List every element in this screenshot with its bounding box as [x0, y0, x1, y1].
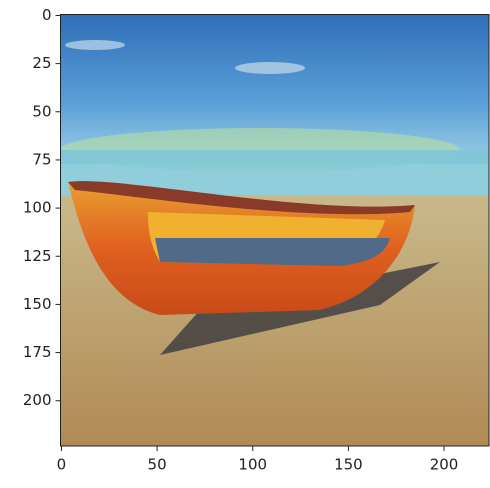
y-tick-label: 50 — [32, 102, 51, 120]
y-tick-label: 150 — [23, 295, 52, 313]
x-tick-label: 50 — [148, 456, 167, 474]
x-tick-label: 0 — [57, 456, 67, 474]
x-tick-label: 200 — [430, 456, 459, 474]
y-tick-label: 0 — [42, 6, 52, 24]
image — [60, 14, 489, 446]
x-tick-label: 100 — [238, 456, 267, 474]
y-tick-label: 75 — [32, 150, 51, 168]
y-tick-label: 125 — [23, 247, 52, 265]
y-tick-label: 175 — [23, 343, 52, 361]
y-tick-label: 200 — [23, 391, 52, 409]
chart: 0 50 100 150 200 0 25 50 75 100 125 150 175 200 — [0, 0, 490, 488]
y-tick-label: 25 — [32, 54, 51, 72]
y-tick-label: 100 — [23, 199, 52, 217]
x-tick-label: 150 — [334, 456, 363, 474]
